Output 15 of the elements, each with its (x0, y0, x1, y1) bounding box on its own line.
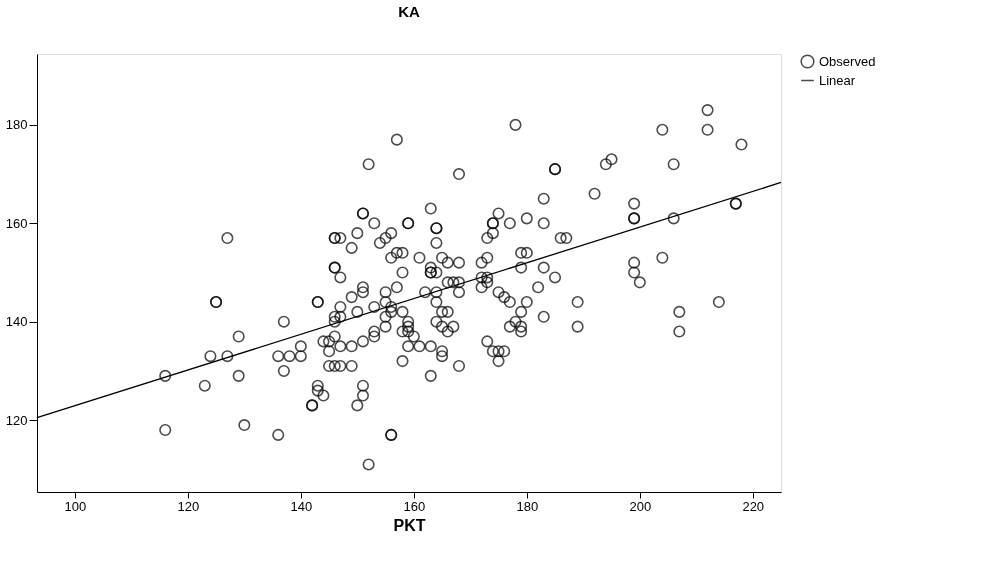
x-tick-label: 220 (742, 498, 765, 514)
y-tick-label: 180 (5, 117, 28, 133)
chart-title: KA (398, 3, 420, 20)
legend-label: Observed (819, 53, 876, 69)
x-tick-label: 180 (516, 498, 539, 514)
x-axis-title: PKT (393, 516, 426, 534)
y-tick-label: 160 (5, 215, 28, 231)
x-tick-label: 140 (290, 498, 313, 514)
y-tick-label: 120 (5, 412, 28, 428)
legend-label: Linear (819, 72, 856, 88)
x-tick-label: 100 (64, 498, 87, 514)
x-tick-label: 200 (629, 498, 652, 514)
x-tick-label: 160 (403, 498, 426, 514)
x-tick-label: 120 (177, 498, 200, 514)
y-tick-label: 140 (5, 314, 28, 330)
